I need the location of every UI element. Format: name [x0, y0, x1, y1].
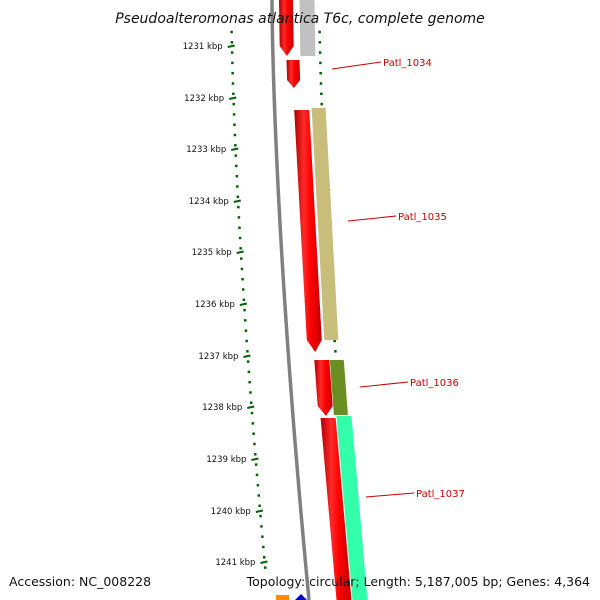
tick-marks: 1231 kbp 1232 kbp 1233 kbp 1234 kbp 1235 kbp…: [183, 42, 268, 568]
gene-label: Patl_1034: [383, 58, 432, 69]
cds-forward: [320, 418, 352, 600]
tick-label: 1237 kbp: [198, 352, 238, 362]
tick-label: 1239 kbp: [206, 455, 246, 465]
tick-mark: [229, 96, 237, 100]
gene-block-patl-1036: [329, 360, 348, 415]
tick-mark: [243, 354, 251, 358]
label-leader-line: [365, 492, 415, 498]
tick-mark: [233, 199, 242, 203]
tick-label: 1236 kbp: [195, 300, 235, 310]
tick-mark: [239, 302, 248, 306]
cds-forward: [294, 110, 322, 352]
label-leader-line: [359, 381, 409, 388]
gene-block-patl-1037: [336, 416, 368, 600]
tick-label: 1234 kbp: [189, 197, 229, 207]
gene-label: Patl_1037: [416, 489, 465, 500]
gene-block-patl-1035: [311, 108, 339, 340]
gene-label: Patl_1036: [410, 378, 459, 389]
tick-label: 1240 kbp: [211, 507, 251, 517]
tick-label: 1231 kbp: [183, 42, 223, 52]
genome-summary-text: Topology: circular; Length: 5,187,005 bp…: [246, 574, 590, 589]
tick-mark: [260, 560, 268, 564]
gene-arrow-bottom-2: [295, 594, 307, 600]
tick-mark: [251, 457, 259, 461]
gene-features: [276, 0, 368, 600]
tick-label: 1241 kbp: [215, 558, 255, 568]
tick-mark: [247, 405, 255, 409]
tick-label: 1235 kbp: [192, 248, 232, 258]
tick-label: 1233 kbp: [186, 145, 226, 155]
tick-mark: [231, 147, 239, 151]
backbone: [270, 0, 311, 600]
gene-label: Patl_1035: [398, 212, 447, 223]
accession-text: Accession: NC_008228: [9, 574, 152, 589]
tick-label: 1232 kbp: [184, 94, 224, 104]
label-leader-line: [331, 61, 382, 70]
label-leaders: Patl_1034 Patl_1035 Patl_1036 Patl_1037: [331, 58, 465, 500]
gene-block-bottom-1: [276, 595, 289, 600]
tick-mark: [227, 44, 235, 48]
label-leader-line: [347, 215, 397, 222]
cds-forward: [314, 360, 333, 416]
gene-block-patl-1034: [299, 0, 316, 56]
backbone-line: [270, 0, 311, 600]
tick-mark: [255, 509, 264, 513]
cds-forward: [279, 0, 294, 56]
cds-forward: [286, 60, 301, 88]
map-title: Pseudoalteromonas atlantica T6c, complet…: [115, 11, 485, 27]
tick-mark: [236, 250, 244, 254]
tick-label: 1238 kbp: [202, 403, 242, 413]
